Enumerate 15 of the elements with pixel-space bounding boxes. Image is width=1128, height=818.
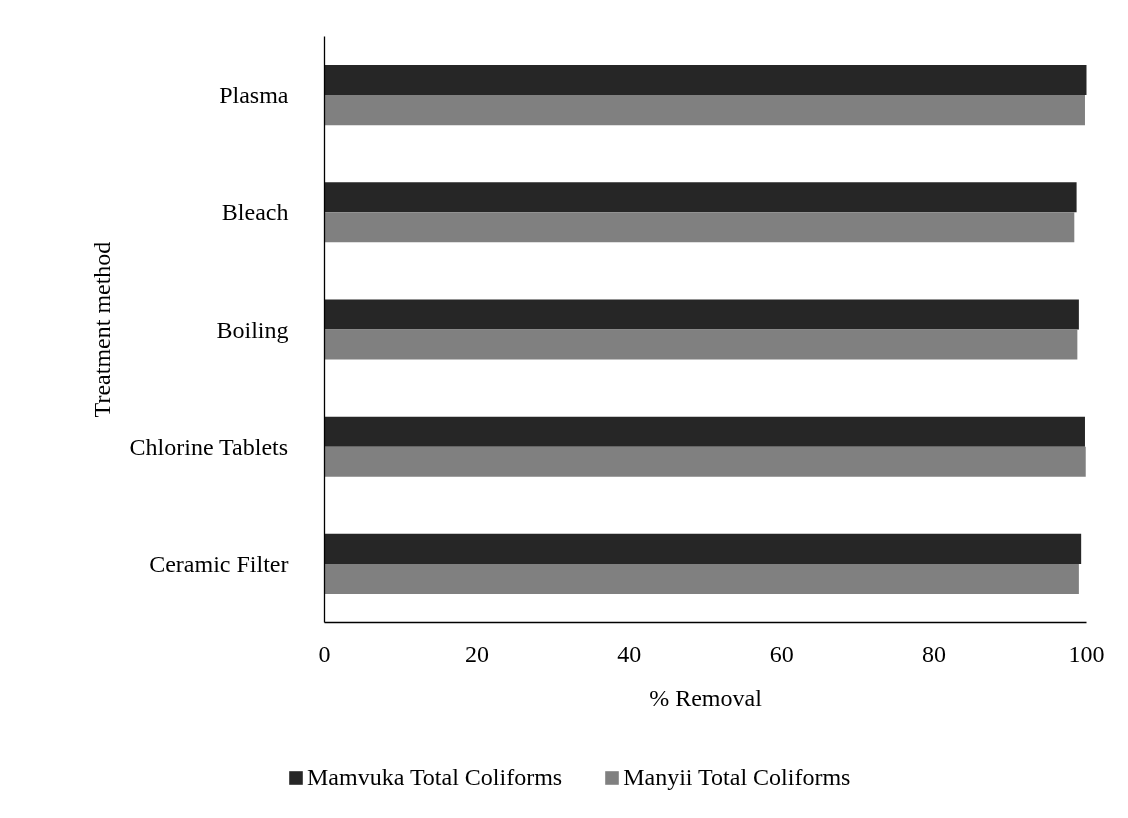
x-tick-label: 80 xyxy=(922,640,947,667)
y-tick-label: Bleach xyxy=(221,199,289,226)
y-tick-label: Ceramic Filter xyxy=(149,550,289,577)
y-tick-label: Boiling xyxy=(216,316,289,343)
x-tick-label: 100 xyxy=(1068,640,1105,667)
x-tick-label: 0 xyxy=(318,640,331,667)
x-tick-label: 40 xyxy=(617,640,642,667)
y-tick-label: Chlorine Tablets xyxy=(129,433,289,460)
legend-label: Manyii Total Coliforms xyxy=(623,764,851,791)
y-axis-title: Treatment method xyxy=(88,241,115,418)
y-tick-label: Plasma xyxy=(219,82,289,109)
legend-label: Mamvuka Total Coliforms xyxy=(307,764,563,791)
x-tick-label: 60 xyxy=(769,640,794,667)
x-tick-label: 20 xyxy=(464,640,489,667)
x-axis-title: % Removal xyxy=(649,684,763,711)
